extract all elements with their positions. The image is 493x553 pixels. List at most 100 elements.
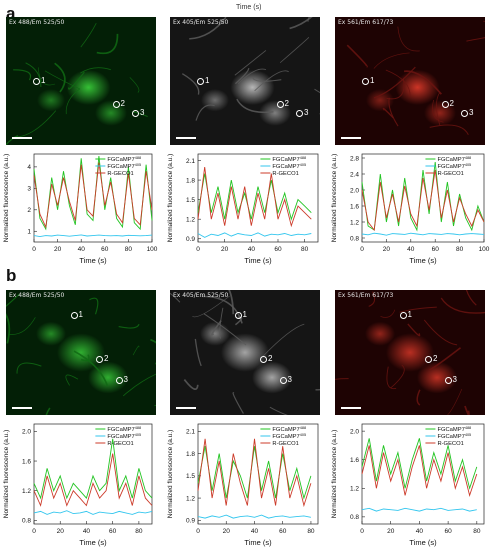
cell-marker-1 xyxy=(400,312,407,319)
x-tick-label: 20 xyxy=(387,528,395,535)
neurite xyxy=(13,70,30,80)
scale-bar xyxy=(12,407,32,409)
y-axis-label: Normalized fluorescence (a.u.) xyxy=(3,154,10,243)
x-tick-label: 20 xyxy=(221,246,229,253)
cell-marker-3 xyxy=(461,110,468,117)
cell-label-1: 1 xyxy=(243,310,247,319)
neurite xyxy=(154,395,156,406)
chart-svg: Normalized fluorescence (a.u.)Time (s)0.… xyxy=(328,150,490,266)
legend-entry-2: FGCaMP7405 xyxy=(107,163,141,170)
neurite xyxy=(184,380,197,390)
chart-b-3: Normalized fluorescence (a.u.)Time (s)0.… xyxy=(328,420,490,548)
neurite xyxy=(192,296,229,317)
y-tick-label: 1.2 xyxy=(22,488,31,495)
x-tick-label: 40 xyxy=(251,528,259,535)
legend-entry-3: R-GECO1 xyxy=(272,171,298,177)
scale-bar xyxy=(176,137,196,139)
legend-entry-3: R-GECO1 xyxy=(107,171,133,177)
neurite xyxy=(441,298,485,313)
y-axis-label: Normalized fluorescence (a.u.) xyxy=(331,154,338,243)
cell-marker-1 xyxy=(362,78,369,85)
x-tick-label: 40 xyxy=(248,246,256,253)
y-tick-label: 1.8 xyxy=(186,451,195,458)
neurite xyxy=(9,317,35,334)
cell-label-3: 3 xyxy=(469,108,473,117)
cell-label-1: 1 xyxy=(408,310,412,319)
neurite xyxy=(398,27,420,51)
channel-header: Ex 405/Em 525/50 xyxy=(173,19,228,26)
y-tick-label: 2.8 xyxy=(350,155,359,162)
series-line-2 xyxy=(198,515,311,518)
y-tick-label: 2 xyxy=(27,207,31,214)
x-tick-label: 100 xyxy=(479,246,490,253)
x-tick-label: 20 xyxy=(57,528,65,535)
neurite xyxy=(89,298,97,314)
x-tick-label: 60 xyxy=(109,528,117,535)
neurite xyxy=(81,23,96,47)
channel-header: Ex 561/Em 617/73 xyxy=(338,19,393,26)
neurite xyxy=(133,346,139,355)
cell-body xyxy=(201,89,229,111)
cell-label-1: 1 xyxy=(41,76,45,85)
x-tick-label: 60 xyxy=(279,528,287,535)
scale-bar xyxy=(341,407,361,409)
neurite xyxy=(374,53,410,69)
x-tick-label: 60 xyxy=(432,246,440,253)
legend-entry-3: R-GECO1 xyxy=(437,441,463,447)
x-axis-label: Time (s) xyxy=(79,256,107,265)
series-line-1 xyxy=(198,174,311,220)
cell-marker-3 xyxy=(445,377,452,384)
cell-label-3: 3 xyxy=(288,375,292,384)
x-tick-label: 80 xyxy=(301,246,309,253)
x-tick-label: 0 xyxy=(360,528,364,535)
y-tick-label: 1.2 xyxy=(350,486,359,493)
legend-entry-1: FGCaMP7488 xyxy=(437,156,471,163)
series-line-1 xyxy=(362,162,484,230)
y-axis-label: Normalized fluorescence (a.u.) xyxy=(167,430,174,519)
chart-b-2: Normalized fluorescence (a.u.)Time (s)0.… xyxy=(164,420,324,548)
y-tick-label: 2.0 xyxy=(350,187,359,194)
cell-label-3: 3 xyxy=(304,108,308,117)
x-tick-label: 40 xyxy=(407,246,415,253)
x-tick-label: 20 xyxy=(223,528,231,535)
cell-label-2: 2 xyxy=(450,99,454,108)
y-tick-label: 0.9 xyxy=(186,518,195,525)
neurite xyxy=(347,45,367,67)
cell-marker-1 xyxy=(71,312,78,319)
y-tick-label: 1.6 xyxy=(350,203,359,210)
neurite xyxy=(430,125,469,135)
cell-label-3: 3 xyxy=(453,375,457,384)
series-line-2 xyxy=(362,508,477,511)
y-tick-label: 2.4 xyxy=(350,171,359,178)
y-tick-label: 1.5 xyxy=(186,197,195,204)
cell-body xyxy=(365,322,395,346)
cell-marker-2 xyxy=(260,356,267,363)
neurite xyxy=(443,389,462,415)
series-line-3 xyxy=(362,170,484,230)
chart-svg: Normalized fluorescence (a.u.)Time (s)0.… xyxy=(164,420,324,548)
cell-label-3: 3 xyxy=(140,108,144,117)
x-tick-label: 0 xyxy=(360,246,364,253)
series-line-1 xyxy=(198,446,311,498)
x-axis-label: Time (s) xyxy=(409,256,437,265)
cell-marker-2 xyxy=(277,101,284,108)
x-tick-label: 40 xyxy=(416,528,424,535)
series-line-3 xyxy=(34,454,152,506)
y-tick-label: 3 xyxy=(27,186,31,193)
cell-marker-2 xyxy=(113,101,120,108)
cell-label-2: 2 xyxy=(433,354,437,363)
cell-body xyxy=(200,322,230,346)
x-tick-label: 40 xyxy=(83,528,91,535)
x-axis-label: Time (s) xyxy=(409,538,437,547)
cell-body xyxy=(396,70,440,105)
chart-svg: Normalized fluorescence (a.u.)Time (s)0.… xyxy=(0,420,158,548)
y-tick-label: 0.8 xyxy=(350,514,359,521)
cell-body xyxy=(36,322,66,346)
y-tick-label: 4 xyxy=(27,164,31,171)
neurite xyxy=(335,379,349,389)
neurite xyxy=(400,307,437,312)
cell-marker-1 xyxy=(33,78,40,85)
